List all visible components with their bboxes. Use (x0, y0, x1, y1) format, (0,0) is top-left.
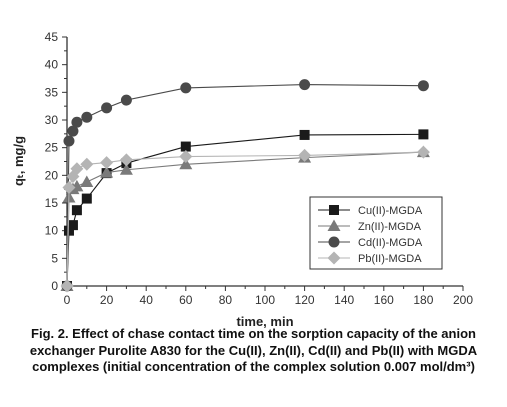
x-tick-label: 60 (179, 293, 193, 307)
series-cd-ii-mgda (61, 79, 429, 292)
y-tick-label: 30 (45, 113, 59, 127)
data-point-pb-ii-mgda (298, 148, 312, 162)
y-tick-label: 20 (45, 168, 59, 182)
legend-label-zn-ii-mgda: Zn(II)-MGDA (358, 221, 422, 233)
y-tick-label: 5 (51, 251, 58, 265)
data-point-zn-ii-mgda (80, 175, 94, 187)
y-tick-label: 0 (51, 279, 58, 293)
data-point-cd-ii-mgda (67, 125, 79, 137)
data-point-pb-ii-mgda (60, 279, 74, 293)
data-point-cd-ii-mgda (120, 94, 132, 106)
x-tick-label: 0 (64, 293, 71, 307)
data-point-pb-ii-mgda (62, 181, 76, 195)
y-axis-title: qₜ, mg/g (11, 136, 26, 186)
legend-marker-cd-ii-mgda (328, 236, 340, 248)
x-tick-label: 120 (295, 293, 315, 307)
y-tick-label: 25 (45, 141, 59, 155)
x-tick-label: 80 (219, 293, 233, 307)
figure-caption: Fig. 2. Effect of chase contact time on … (29, 326, 478, 374)
axes: 0 20 40 60 80 100 120 140 160 180 200 0 5 10 15 20 25 30 3… (45, 30, 474, 307)
data-point-cu-ii-mgda (63, 225, 74, 236)
legend-label-cd-ii-mgda: Cd(II)-MGDA (358, 237, 423, 249)
data-point-zn-ii-mgda (119, 163, 133, 175)
data-point-cu-ii-mgda (180, 141, 191, 152)
data-point-cd-ii-mgda (417, 80, 429, 92)
x-axis-title: time, min (236, 314, 293, 329)
data-point-cu-ii-mgda (71, 205, 82, 216)
data-point-cd-ii-mgda (180, 82, 192, 94)
data-point-zn-ii-mgda (179, 157, 193, 170)
data-point-cd-ii-mgda (63, 135, 75, 147)
data-point-cd-ii-mgda (299, 79, 311, 91)
data-point-pb-ii-mgda (179, 150, 193, 164)
series-pb-ii-mgda (60, 145, 430, 293)
data-point-pb-ii-mgda (100, 156, 114, 170)
x-tick-label: 20 (100, 293, 114, 307)
x-tick-label: 140 (334, 293, 354, 307)
legend-marker-cu-ii-mgda (329, 205, 339, 215)
y-tick-label: 40 (45, 58, 59, 72)
legend-marker-pb-ii-mgda (327, 251, 341, 265)
x-tick-label: 180 (413, 293, 433, 307)
series-cu-ii-mgda (62, 129, 429, 291)
x-tick-label: 40 (140, 293, 154, 307)
data-point-cu-ii-mgda (67, 220, 78, 231)
data-point-pb-ii-mgda (80, 157, 94, 171)
data-point-pb-ii-mgda (416, 145, 430, 159)
legend-label-cu-ii-mgda: Cu(II)-MGDA (358, 205, 423, 217)
legend-marker-zn-ii-mgda (327, 219, 341, 231)
y-tick-label: 45 (45, 30, 59, 44)
x-tick-label: 200 (453, 293, 473, 307)
data-point-cd-ii-mgda (71, 116, 83, 128)
y-tick-label: 15 (45, 196, 59, 210)
x-tick-label: 100 (255, 293, 275, 307)
data-point-cu-ii-mgda (81, 193, 92, 204)
data-point-zn-ii-mgda (100, 166, 114, 178)
data-point-cu-ii-mgda (299, 129, 310, 140)
y-tick-label: 10 (45, 224, 59, 238)
x-tick-label: 160 (374, 293, 394, 307)
series-layer (60, 79, 430, 293)
data-point-pb-ii-mgda (70, 162, 84, 176)
data-point-cd-ii-mgda (101, 102, 113, 114)
y-tick-label: 35 (45, 85, 59, 99)
chart: 0 20 40 60 80 100 120 140 160 180 200 0 5 10 15 20 25 30 3… (11, 30, 474, 329)
legend: Cu(II)-MGDA Zn(II)-MGDA Cd(II)-MGDA Pb(II)-… (309, 196, 443, 270)
data-point-pb-ii-mgda (119, 153, 133, 167)
series-line-pb-ii-mgda (66, 151, 424, 287)
data-point-cu-ii-mgda (418, 129, 429, 140)
legend-label-pb-ii-mgda: Pb(II)-MGDA (358, 253, 422, 265)
data-point-cd-ii-mgda (81, 111, 93, 123)
